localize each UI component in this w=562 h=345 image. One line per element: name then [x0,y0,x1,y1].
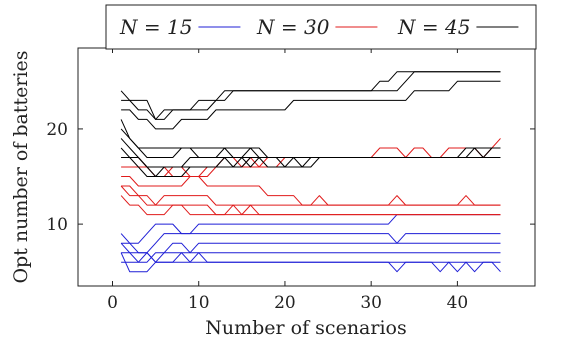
y-axis-label: Opt number of batteries [10,50,32,283]
legend-item-3: N = 45 [397,15,519,39]
series-line-group3-1 [120,71,501,120]
series-layer [120,71,501,273]
x-tick-label: 30 [360,293,382,313]
series-line-group1-4 [121,252,501,263]
legend-box [105,4,537,50]
x-axis-label: Number of scenarios [205,317,406,339]
series-line-group3-2 [121,71,501,120]
legend: N = 15 N = 30 N = 45 [105,4,537,50]
legend-label: N = 15 [119,15,192,39]
series-line-group3-3 [121,80,501,130]
y-tick-label: 20 [46,120,68,140]
series-line-group1-6 [120,252,501,273]
series-line-group1-1 [120,214,501,244]
x-tick-label: 40 [447,293,469,313]
series-line-group2-4 [121,185,501,206]
legend-label: N = 45 [397,15,470,39]
x-tick-label: 20 [274,293,296,313]
legend-item-1: N = 15 [119,15,241,39]
series-line-group2-6 [120,195,501,216]
legend-item-2: N = 30 [256,15,378,39]
series-line-group1-3 [120,242,501,263]
legend-label: N = 30 [256,15,330,39]
x-tick-label: 10 [188,293,210,313]
series-line-group2-3 [121,176,501,206]
y-tick-label: 10 [46,215,68,235]
series-line-group2-5 [120,185,501,216]
x-tick-label: 0 [107,293,118,313]
series-line-group3-6 [120,138,501,168]
axes-layer: 0 10 20 30 40 10 20 [46,48,535,313]
series-line-group3-8 [121,157,501,177]
